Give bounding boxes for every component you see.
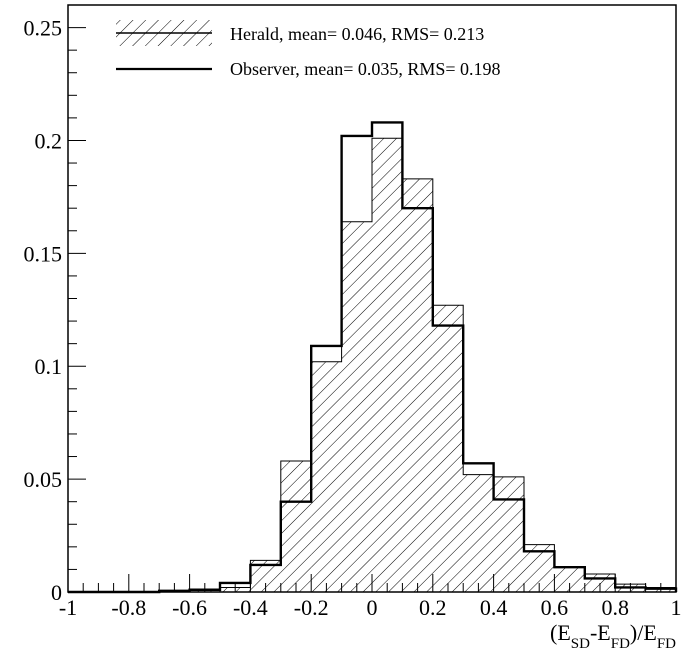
observer-series [68, 121, 678, 594]
y-tick-label: 0.05 [24, 467, 63, 492]
x-tick-label: 0 [367, 595, 378, 620]
y-tick-label: 0.25 [24, 16, 63, 41]
x-tick-label: 0.2 [419, 595, 447, 620]
herald-bin [493, 476, 524, 592]
herald-bin [341, 221, 372, 592]
herald-bin [280, 461, 312, 592]
x-tick-label: -0.2 [294, 595, 329, 620]
legend: Herald, mean= 0.046, RMS= 0.213 Observer… [116, 20, 501, 79]
x-tick-label: -1 [59, 595, 77, 620]
y-tick-label: 0.2 [35, 128, 63, 153]
herald-bin [372, 138, 403, 592]
herald-bin [463, 474, 494, 592]
x-axis-title: (ESD-EFD)/EFD [550, 620, 676, 652]
herald-bin [432, 305, 464, 592]
y-tick-label: 0.1 [35, 354, 63, 379]
x-tick-label: 1 [671, 595, 682, 620]
x-axis: -1 -0.8 -0.6 -0.4 -0.2 0 0.2 0.4 0.6 0.8 1 [59, 574, 682, 620]
legend-label-observer: Observer, mean= 0.035, RMS= 0.198 [230, 59, 501, 79]
x-tick-label: -0.6 [172, 595, 207, 620]
x-tick-label: -0.8 [111, 595, 146, 620]
x-tick-label: 0.4 [480, 595, 508, 620]
herald-bin [311, 361, 342, 592]
x-tick-label: -0.4 [233, 595, 268, 620]
observer-step-line [68, 121, 678, 594]
x-tick-label: 0.8 [601, 595, 629, 620]
x-tick-label: 0.6 [541, 595, 569, 620]
herald-series [68, 137, 677, 593]
y-tick-label: 0.15 [24, 241, 63, 266]
y-tick-label: 0 [51, 580, 62, 605]
herald-bin [402, 178, 433, 593]
y-axis: 0 0.05 0.1 0.15 0.2 0.25 [24, 4, 86, 605]
legend-label-herald: Herald, mean= 0.046, RMS= 0.213 [230, 24, 484, 44]
